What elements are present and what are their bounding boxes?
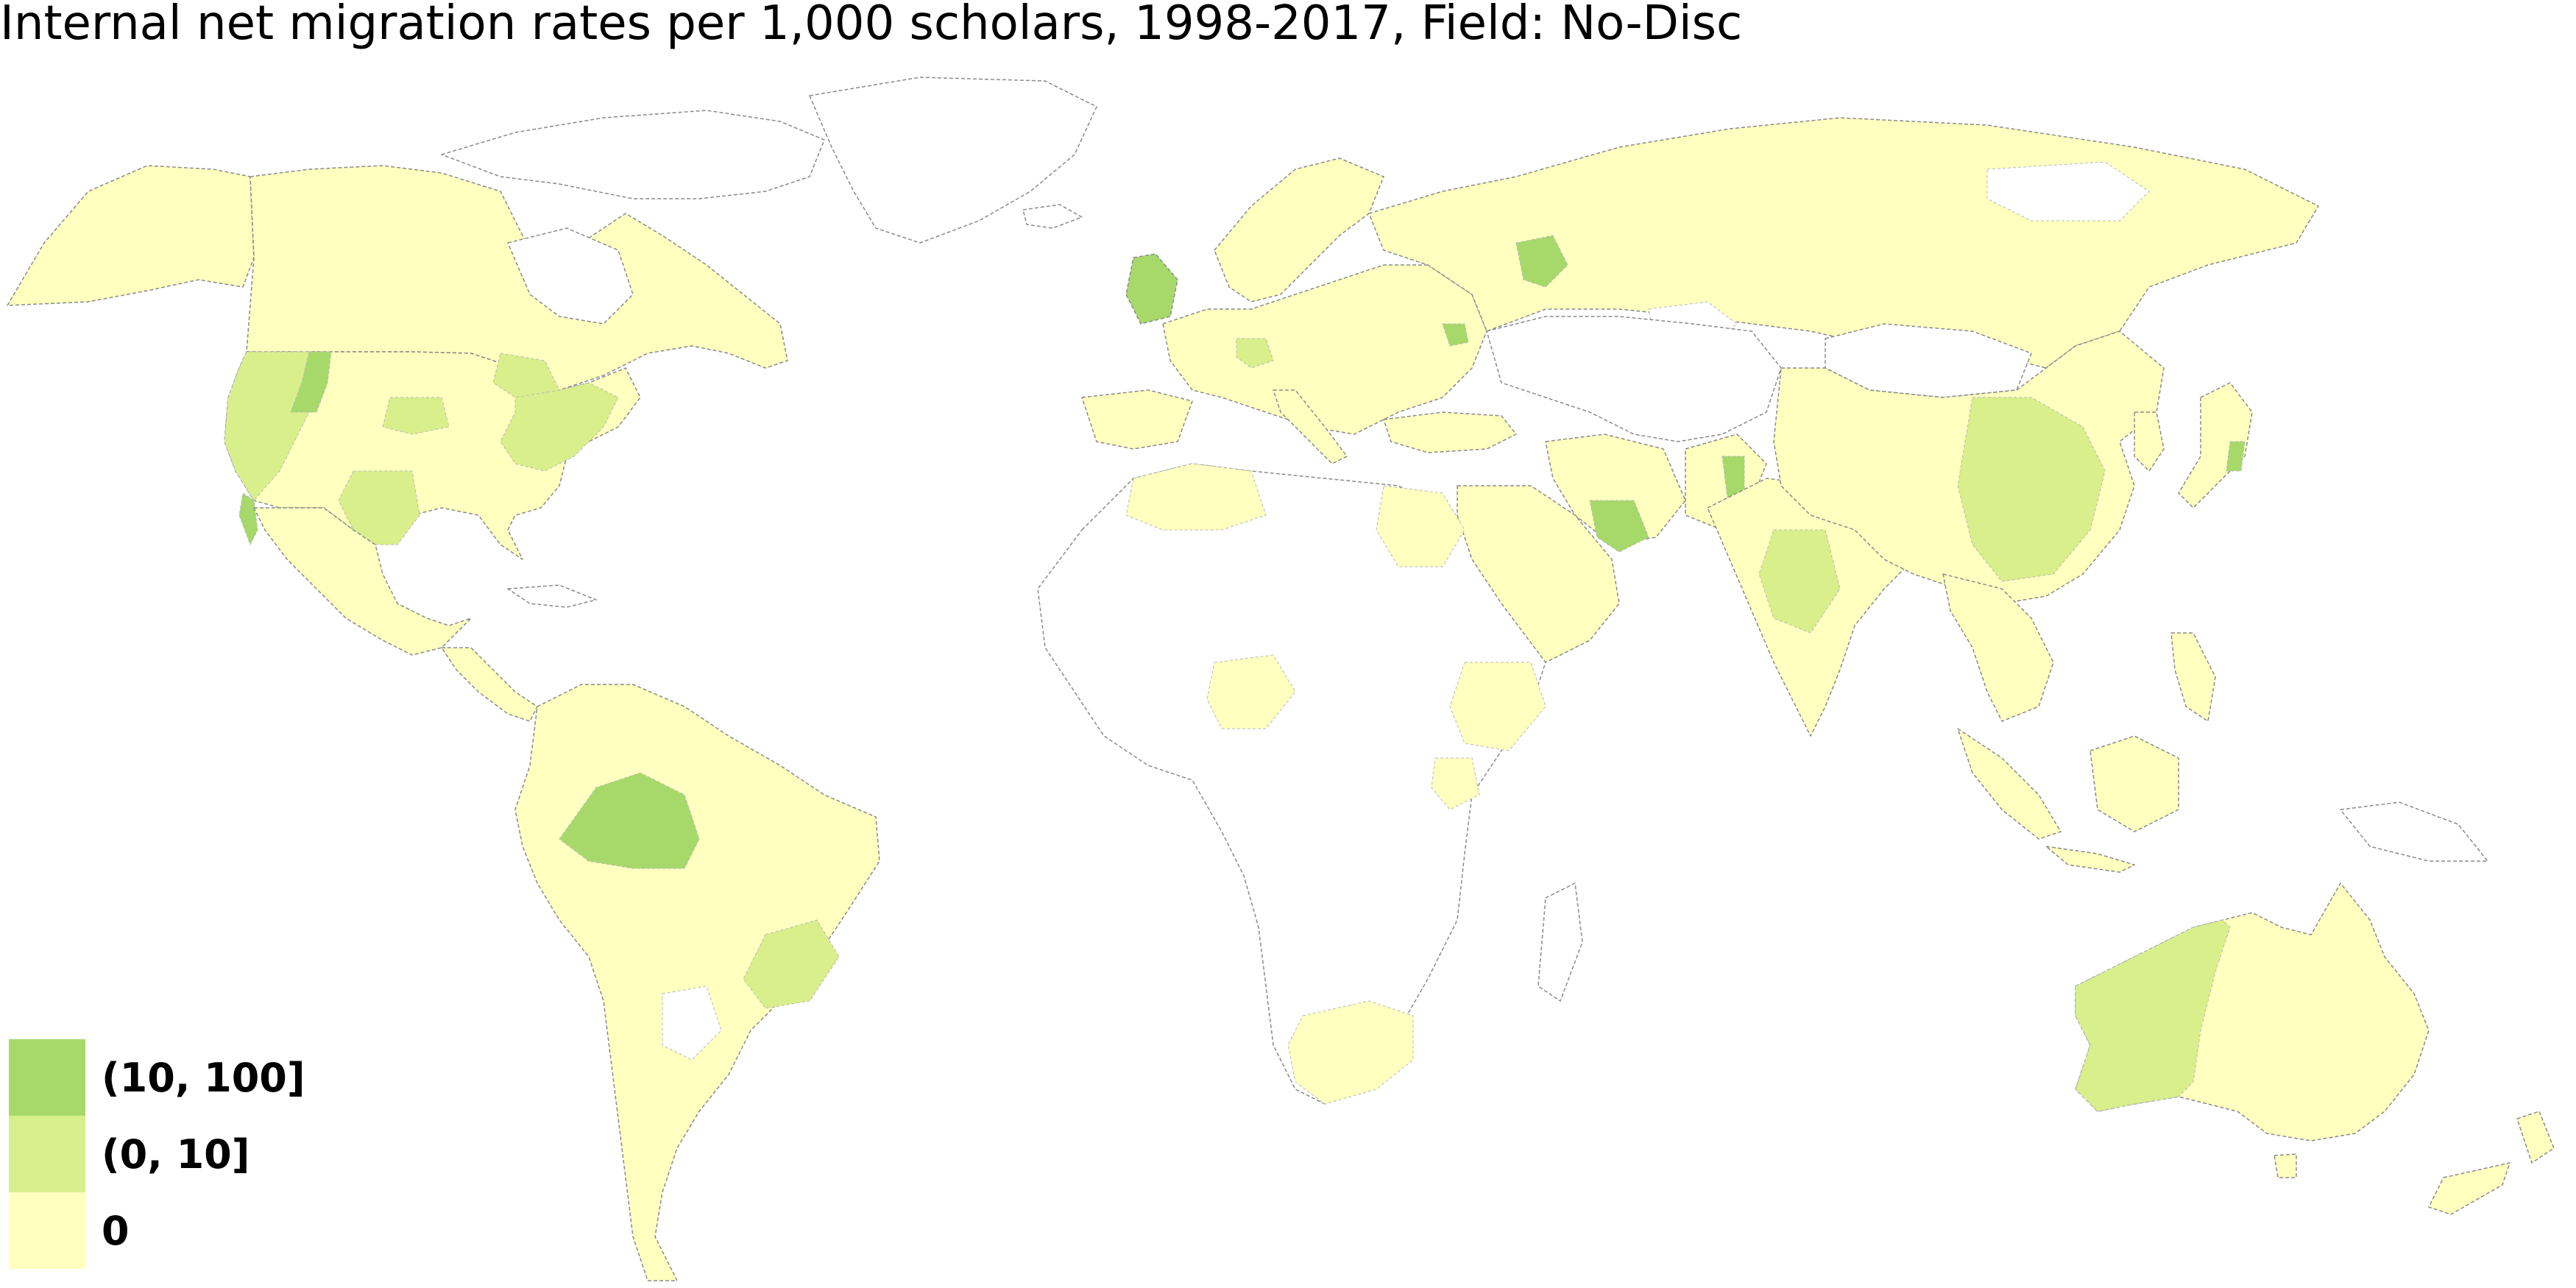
region-us-west xyxy=(224,351,310,501)
region-nigeria xyxy=(1206,654,1296,729)
region-china-east xyxy=(1957,397,2106,582)
legend-swatch-high xyxy=(9,1039,85,1116)
land-mexico xyxy=(253,507,472,656)
region-ethiopia xyxy=(1449,662,1546,751)
land-philippines xyxy=(2170,632,2216,722)
region-india-central xyxy=(1758,529,1841,634)
land-central-asia xyxy=(1486,316,1782,442)
land-new-guinea xyxy=(2340,802,2488,862)
region-brazil-southeast xyxy=(743,919,840,1009)
land-sumatra xyxy=(1957,728,2062,840)
region-central-europe xyxy=(1236,338,1274,369)
land-iberia xyxy=(1081,389,1193,450)
region-nodata-siberia-north xyxy=(1986,161,2150,222)
region-us-great-lakes xyxy=(492,353,560,398)
land-continental-europe xyxy=(1162,264,1487,435)
land-italy xyxy=(1273,389,1348,464)
legend-item-zero: 0 xyxy=(9,1192,305,1269)
region-japan-kanto xyxy=(2226,441,2246,472)
legend-item-high: (10, 100] xyxy=(9,1039,305,1116)
land-great-britain xyxy=(1125,253,1178,325)
region-kenya xyxy=(1431,757,1480,810)
region-iran-center xyxy=(1589,500,1649,553)
land-java xyxy=(2045,846,2135,873)
region-us-midwest xyxy=(382,397,450,435)
land-scandinavia xyxy=(1214,158,1384,302)
legend: (10, 100] (0, 10] 0 xyxy=(9,1039,305,1269)
land-greenland xyxy=(809,77,1097,244)
region-north-africa xyxy=(1125,463,1267,531)
legend-item-mid: (0, 10] xyxy=(9,1116,305,1192)
land-central-america xyxy=(441,647,538,722)
region-western-australia xyxy=(2075,919,2231,1112)
region-us-texas xyxy=(338,470,420,545)
region-us-idaho xyxy=(290,351,332,413)
land-alaska xyxy=(7,165,255,306)
region-brazil-amazonas xyxy=(559,772,700,869)
legend-label-high: (10, 100] xyxy=(102,1054,305,1101)
land-arctic-islands xyxy=(441,110,825,199)
legend-swatch-zero xyxy=(9,1192,85,1269)
region-south-africa xyxy=(1287,1000,1414,1105)
legend-label-mid: (0, 10] xyxy=(102,1130,250,1178)
region-us-northeast xyxy=(500,382,619,472)
region-russia-volga xyxy=(1515,235,1568,288)
land-korea xyxy=(2134,411,2165,472)
land-turkey xyxy=(1383,411,1517,453)
land-cuba xyxy=(507,584,597,608)
region-us-california-south xyxy=(238,492,258,546)
legend-swatch-mid xyxy=(9,1116,85,1192)
map-title: Internal net migration rates per 1,000 s… xyxy=(0,0,1743,51)
land-iceland xyxy=(1022,204,1083,229)
land-africa xyxy=(1037,463,1546,1105)
region-egypt xyxy=(1376,485,1465,567)
legend-label-zero: 0 xyxy=(102,1207,130,1254)
land-new-zealand-north xyxy=(2516,1111,2555,1164)
land-southeast-asia xyxy=(1942,573,2054,722)
land-iran xyxy=(1545,434,1686,545)
land-hudson-bay xyxy=(507,227,634,325)
land-madagascar xyxy=(1538,882,1583,1002)
land-tasmania xyxy=(2274,1153,2297,1178)
land-south-america xyxy=(514,684,880,1281)
region-russia-south xyxy=(1442,323,1469,347)
land-japan xyxy=(2178,382,2253,509)
land-borneo xyxy=(2090,735,2179,832)
land-new-zealand-south xyxy=(2428,1162,2510,1215)
region-nodata-south-america xyxy=(662,986,722,1061)
